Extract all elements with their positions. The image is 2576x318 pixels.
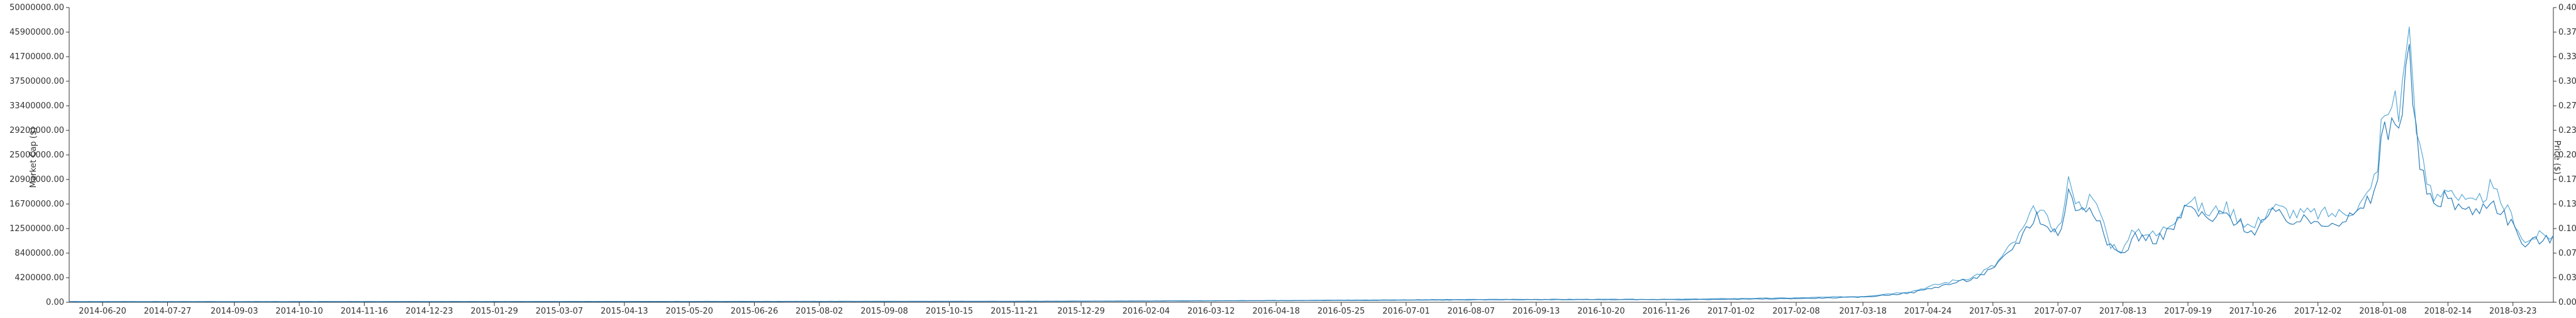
x-tick-label: 2017-01-02: [1707, 307, 1755, 315]
y-left-tick-label: 45900000.00: [9, 28, 64, 37]
y-right-tick-label: 0.20: [2558, 150, 2576, 160]
x-tick-label: 2018-02-14: [2424, 307, 2472, 315]
x-tick-label: 2017-09-19: [2164, 307, 2212, 315]
x-tick-label: 2016-03-12: [1187, 307, 1235, 315]
y-right-tick-label: 0.00: [2558, 298, 2576, 307]
y-right-tick-label: 0.07: [2558, 249, 2576, 258]
x-tick-label: 2016-11-26: [1643, 307, 1690, 315]
x-tick-label: 2017-05-31: [1969, 307, 2017, 315]
y-left-tick-label: 29200000.00: [9, 126, 64, 135]
y-right-tick-label: 0.30: [2558, 77, 2576, 86]
y-left-tick-label: 41700000.00: [9, 52, 64, 62]
y-right-tick-label: 0.17: [2558, 175, 2576, 185]
y-right-tick-label: 0.33: [2558, 52, 2576, 62]
x-tick-label: 2017-04-24: [1904, 307, 1952, 315]
x-tick-label: 2017-08-13: [2099, 307, 2147, 315]
x-tick-label: 2018-03-23: [2489, 307, 2537, 315]
series-line: [69, 26, 2554, 302]
x-tick-label: 2017-07-07: [2034, 307, 2082, 315]
y-axis-right-label: Price ($): [2552, 140, 2562, 174]
y-axis-left-label: Market Cap ($): [29, 127, 38, 188]
y-left-tick-label: 25000000.00: [9, 150, 64, 160]
y-left-tick-label: 8400000.00: [14, 249, 64, 258]
y-left-tick-label: 0.00: [46, 298, 64, 307]
x-tick-label: 2015-10-15: [926, 307, 974, 315]
x-tick-label: 2017-03-18: [1839, 307, 1887, 315]
x-tick-label: 2016-04-18: [1252, 307, 1300, 315]
y-left-tick-label: 4200000.00: [14, 273, 64, 283]
x-tick-label: 2015-08-02: [796, 307, 843, 315]
x-tick-label: 2014-06-20: [79, 307, 126, 315]
x-tick-label: 2016-07-01: [1382, 307, 1430, 315]
x-tick-label: 2015-03-07: [536, 307, 584, 315]
y-left-tick-label: 33400000.00: [9, 101, 64, 111]
x-tick-label: 2015-04-13: [601, 307, 648, 315]
y-left-tick-label: 12500000.00: [9, 224, 64, 234]
x-tick-label: 2016-08-07: [1447, 307, 1495, 315]
y-right-tick-label: 0.10: [2558, 224, 2576, 234]
x-tick-label: 2014-09-03: [211, 307, 258, 315]
y-left-tick-label: 16700000.00: [9, 200, 64, 209]
y-left-tick-label: 50000000.00: [9, 3, 64, 13]
y-left-tick-label: 37500000.00: [9, 77, 64, 86]
x-tick-label: 2015-11-21: [991, 307, 1038, 315]
x-tick-label: 2017-02-08: [1772, 307, 1820, 315]
x-tick-label: 2015-01-29: [470, 307, 518, 315]
x-tick-label: 2016-05-25: [1318, 307, 1365, 315]
y-right-tick-label: 0.23: [2558, 126, 2576, 135]
x-tick-label: 2014-07-27: [144, 307, 192, 315]
y-right-tick-label: 0.37: [2558, 28, 2576, 37]
x-tick-label: 2014-11-16: [341, 307, 389, 315]
y-right-tick-label: 0.27: [2558, 101, 2576, 111]
x-tick-label: 2015-06-26: [731, 307, 779, 315]
series-line: [69, 44, 2554, 302]
x-tick-label: 2016-10-20: [1577, 307, 1625, 315]
x-tick-label: 2016-09-13: [1513, 307, 1560, 315]
x-tick-label: 2014-10-10: [275, 307, 323, 315]
x-tick-label: 2016-02-04: [1123, 307, 1170, 315]
x-tick-label: 2017-12-02: [2294, 307, 2342, 315]
y-right-tick-label: 0.03: [2558, 273, 2576, 283]
x-tick-label: 2017-10-26: [2229, 307, 2277, 315]
x-tick-label: 2015-05-20: [665, 307, 713, 315]
x-tick-label: 2018-01-08: [2359, 307, 2407, 315]
y-right-tick-label: 0.13: [2558, 200, 2576, 209]
x-tick-label: 2015-12-29: [1057, 307, 1105, 315]
y-left-tick-label: 20900000.00: [9, 175, 64, 185]
x-tick-label: 2015-09-08: [860, 307, 908, 315]
x-tick-label: 2014-12-23: [406, 307, 453, 315]
y-right-tick-label: 0.40: [2558, 3, 2576, 13]
